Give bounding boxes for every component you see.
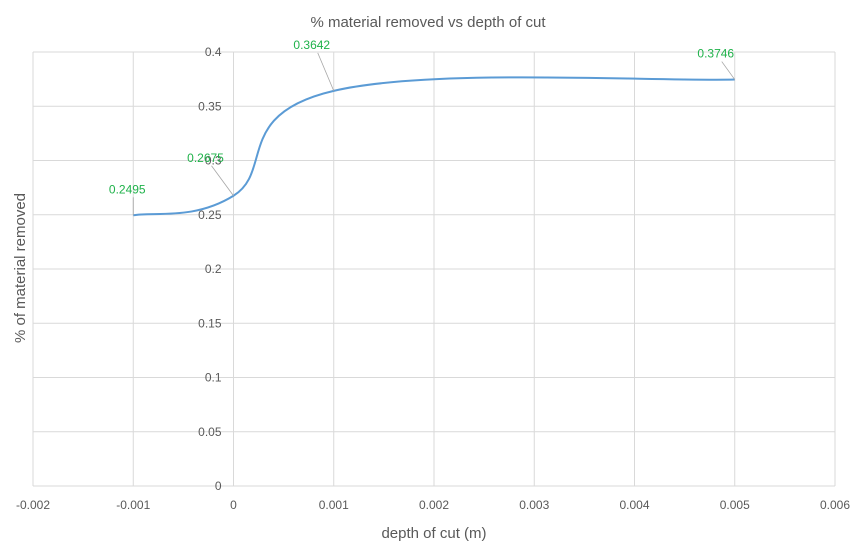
tick-labels: -0.002 -0.001 0 0.001 0.002 0.003 0.004 0.005 0.…: [16, 45, 850, 512]
y-tick-label: 0.05: [198, 425, 222, 439]
y-tick-label: 0.4: [205, 45, 222, 59]
y-tick-label: 0.35: [198, 99, 222, 113]
data-labels: 0.2495 0.2675 0.3642 0.3746: [109, 38, 736, 216]
x-tick-label: 0.006: [820, 498, 850, 512]
data-label: 0.3746: [697, 47, 734, 61]
y-axis-label: % of material removed: [12, 193, 29, 343]
y-tick-label: 0.3: [205, 154, 222, 168]
x-tick-label: -0.002: [16, 498, 50, 512]
x-tick-label: 0.002: [419, 498, 449, 512]
series: [133, 76, 735, 217]
y-tick-label: 0.25: [198, 208, 222, 222]
x-tick-label: 0.001: [319, 498, 349, 512]
x-tick-label: 0.003: [519, 498, 549, 512]
x-axis-label: depth of cut (m): [381, 525, 486, 542]
series-line: [133, 76, 735, 217]
chart-title: % material removed vs depth of cut: [310, 14, 546, 31]
x-tick-label: 0.004: [619, 498, 649, 512]
gridlines: [32, 51, 836, 487]
data-label-leader: [317, 52, 335, 91]
data-label: 0.3642: [293, 38, 330, 52]
x-tick-label: 0: [230, 498, 237, 512]
data-label-leader: [211, 165, 234, 196]
y-tick-label: 0.2: [205, 262, 222, 276]
data-label-leader: [721, 61, 736, 80]
y-tick-label: 0.1: [205, 371, 222, 385]
data-label: 0.2675: [187, 151, 224, 165]
y-tick-label: 0: [215, 479, 222, 493]
x-tick-label: -0.001: [116, 498, 150, 512]
x-tick-label: 0.005: [720, 498, 750, 512]
y-tick-label: 0.15: [198, 316, 222, 330]
data-label: 0.2495: [109, 182, 146, 196]
